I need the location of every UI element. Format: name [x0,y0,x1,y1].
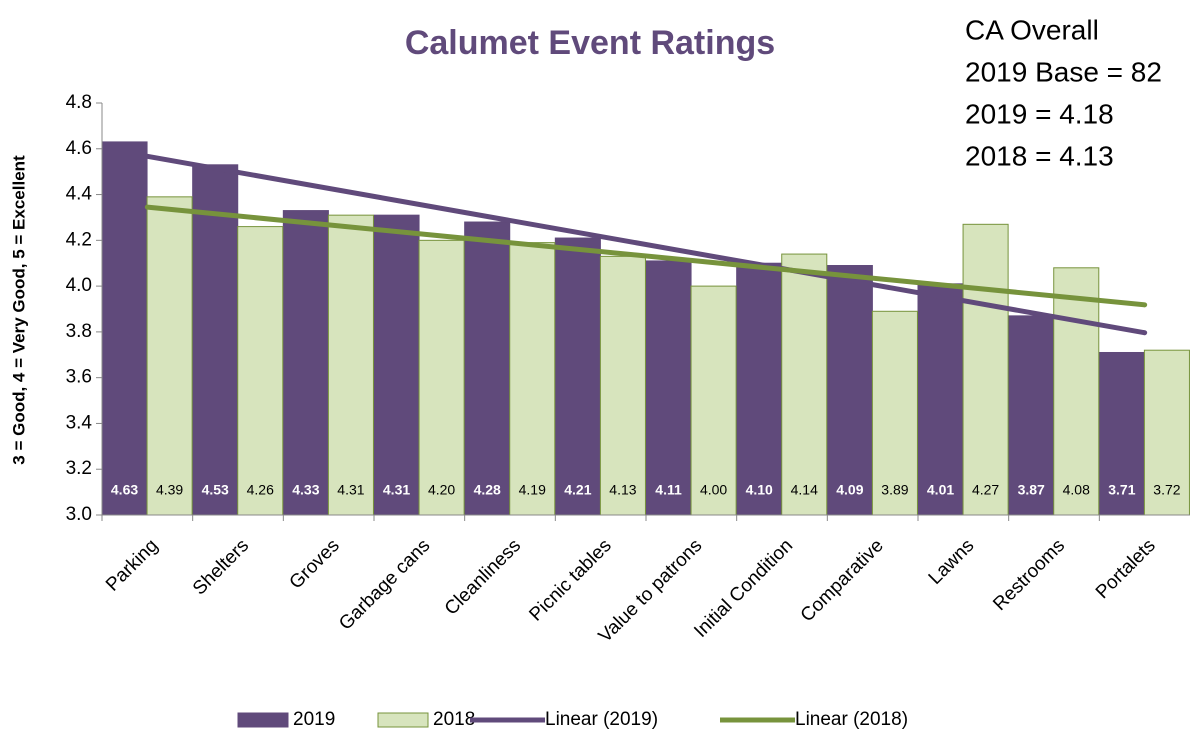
data-label: 3.71 [1108,482,1135,498]
data-label: 4.11 [655,482,682,498]
data-label: 4.13 [609,482,636,498]
bar [1053,267,1100,516]
y-tick-label: 4.4 [66,184,93,205]
y-tick-label: 3.0 [66,504,92,525]
legend-label: 2019 [293,709,335,730]
bar [282,210,329,516]
data-label: 4.28 [474,482,501,498]
y-tick-label: 4.2 [66,229,92,250]
annotation: 2018 = 4.13 [965,140,1114,171]
bar [690,285,737,516]
data-label: 4.33 [292,482,319,498]
bar [373,214,420,516]
annotation: 2019 = 4.18 [965,98,1114,129]
bar [327,214,374,516]
bar [826,265,873,516]
legend-swatch [377,712,429,728]
data-label: 3.89 [881,482,908,498]
data-label: 4.08 [1063,482,1090,498]
bar [101,141,148,516]
data-label: 4.10 [746,482,773,498]
data-label: 3.87 [1018,482,1045,498]
x-tick-label: Lawns [925,535,979,589]
y-axis-label: 3 = Good, 4 = Very Good, 5 = Excellent [9,155,28,465]
data-label: 4.26 [247,482,274,498]
data-label: 4.19 [519,482,546,498]
bar [599,255,646,516]
y-tick-label: 4.6 [66,138,92,159]
bar [645,260,692,516]
chart-title: Calumet Event Ratings [405,24,775,62]
bar [781,253,828,516]
y-tick-label: 4.0 [66,275,92,296]
data-label: 4.14 [791,482,818,498]
x-tick-label: Cleanliness [441,535,525,619]
bar [1008,315,1055,516]
data-label: 4.21 [564,482,591,498]
legend-swatch [237,712,289,728]
data-label: 4.20 [428,482,455,498]
annotation: CA Overall [965,14,1099,45]
bar [917,283,964,516]
legend-label: Linear (2019) [545,709,658,730]
bar [146,196,193,516]
x-tick-label: Restrooms [989,535,1069,615]
legend-label: Linear (2018) [795,709,908,730]
x-tick-label: Groves [286,535,344,593]
bar [418,239,465,516]
x-tick-label: Comparative [797,535,888,626]
bar [736,262,783,516]
data-label: 4.53 [202,482,229,498]
bar [509,242,556,516]
trendline [144,204,1148,308]
y-tick-label: 3.6 [66,367,92,388]
bar [237,226,284,516]
data-label: 4.27 [972,482,999,498]
data-label: 4.39 [156,482,183,498]
x-tick-label: Portalets [1092,535,1160,603]
data-label: 4.31 [337,482,364,498]
x-tick-label: Picnic tables [525,535,615,625]
x-tick-label: Initial Condition [690,535,797,642]
y-tick-label: 3.8 [66,321,92,342]
x-tick-label: Parking [102,535,162,595]
x-tick-label: Shelters [189,535,253,599]
data-label: 4.63 [111,482,138,498]
data-label: 4.00 [700,482,727,498]
x-tick-label: Garbage cans [335,535,434,634]
data-label: 4.01 [927,482,954,498]
annotation: 2019 Base = 82 [965,56,1162,87]
y-tick-label: 3.2 [66,458,92,479]
y-tick-label: 3.4 [66,412,93,433]
legend-label: 2018 [433,709,475,730]
y-tick-label: 4.8 [66,92,92,113]
bar [554,237,601,516]
trendline [144,153,1148,336]
data-label: 4.09 [836,482,863,498]
data-label: 3.72 [1153,482,1180,498]
bar [464,221,511,516]
data-label: 4.31 [383,482,410,498]
bar [962,223,1009,516]
bar [1143,349,1190,516]
bar [871,310,918,516]
